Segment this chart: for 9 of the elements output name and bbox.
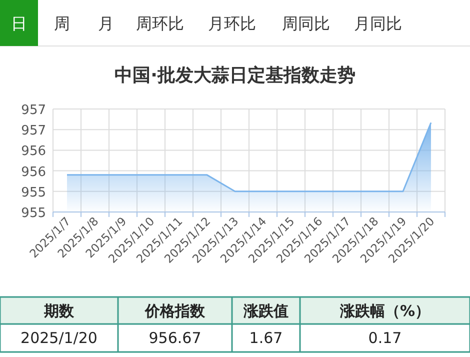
chart-title: 中国·批发大蒜日定基指数走势: [114, 65, 356, 86]
y-tick-label: 957: [21, 103, 46, 118]
y-tick-label: 956: [21, 144, 46, 160]
tabs: 日 周 月 周环比 月环比 周同比 月同比: [0, 0, 470, 46]
y-tick-label: 955: [21, 206, 46, 221]
y-tick-label: 955: [21, 185, 46, 200]
y-tick-label: 956: [21, 164, 46, 180]
table: 期数 价格指数 涨跌值 涨跌幅（%） 2025/1/20 956.67 1.67 0.17: [0, 296, 470, 353]
y-tick-label: 957: [21, 124, 46, 139]
